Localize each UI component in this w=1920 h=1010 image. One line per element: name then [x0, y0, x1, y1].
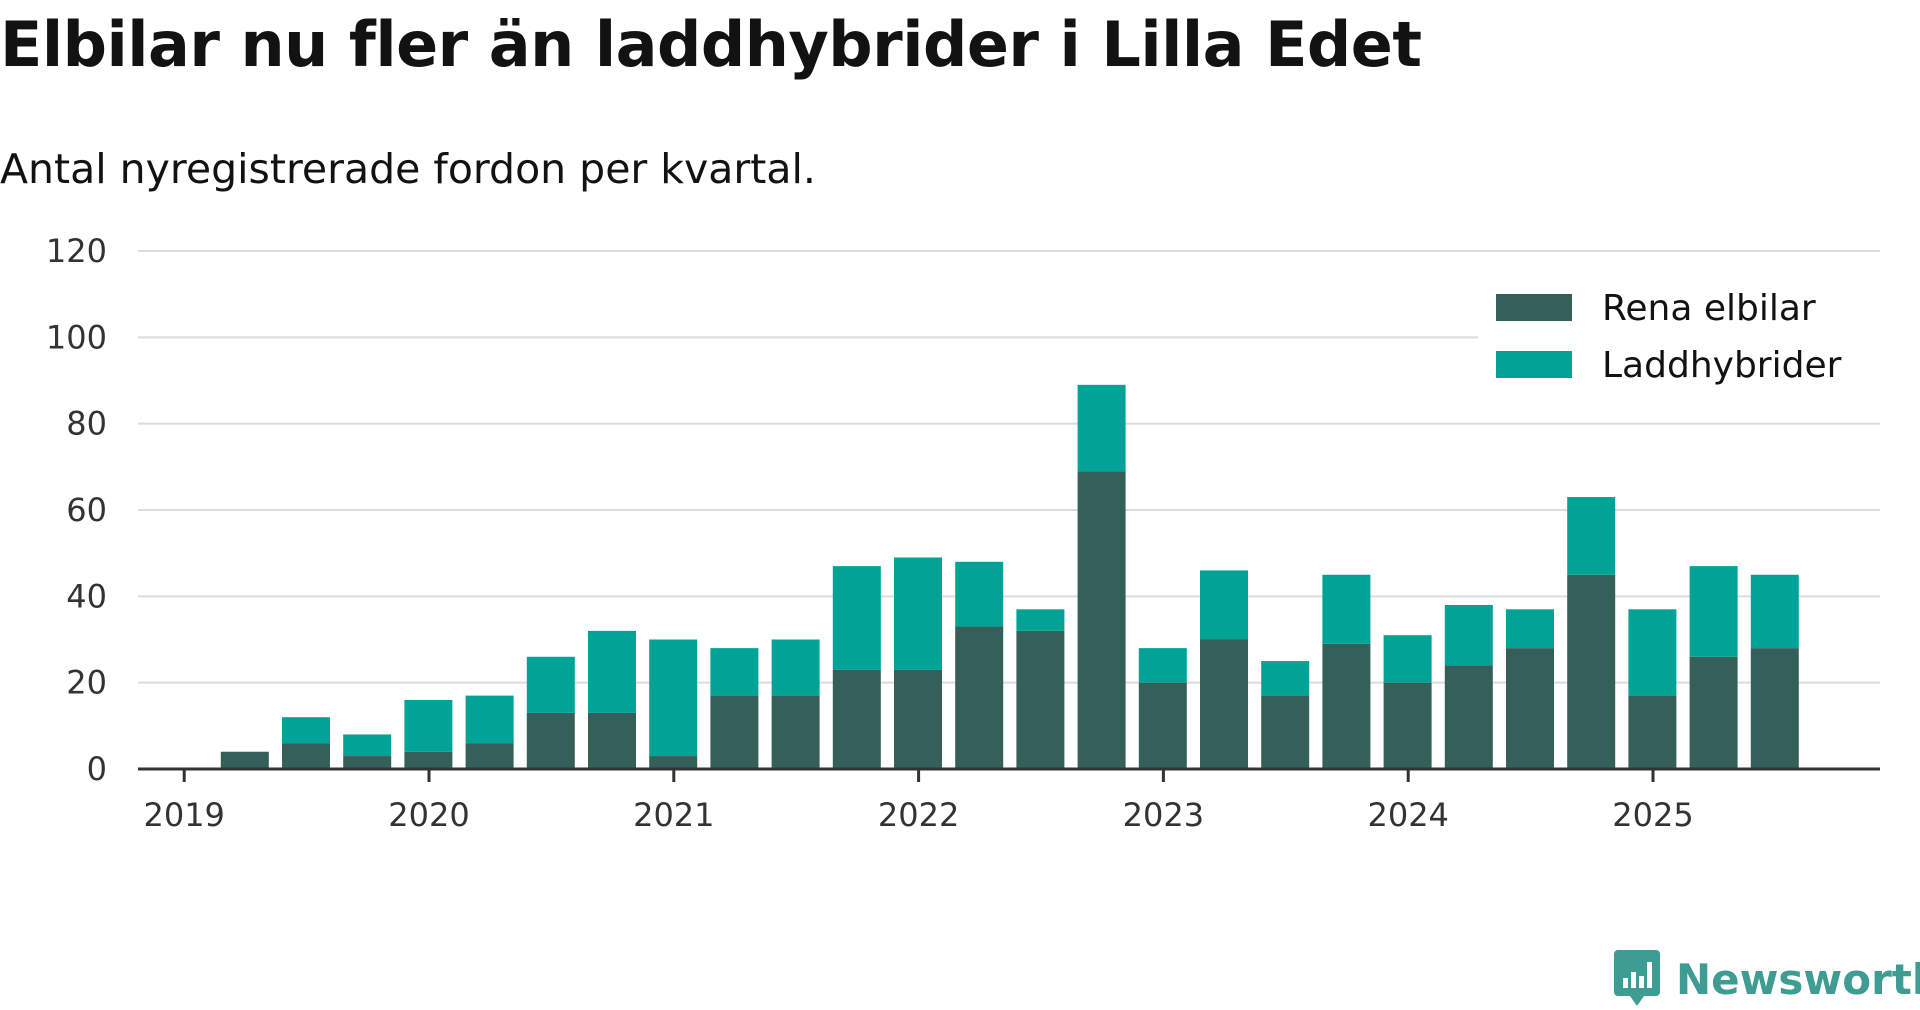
bar-elbilar — [1016, 630, 1065, 769]
y-tick-label: 80 — [66, 405, 107, 443]
y-axis-ticks: 0 20 40 60 80 100 120 — [46, 232, 107, 788]
bar-elbilar — [588, 712, 636, 769]
bar-laddhybrider — [465, 695, 514, 744]
legend: Rena elbilar Laddhybrider — [1478, 282, 1883, 394]
bar-laddhybrider — [1261, 661, 1310, 696]
bar-elbilar — [649, 756, 698, 769]
bar-elbilar — [955, 626, 1004, 769]
legend-label-laddhybrider: Laddhybrider — [1602, 345, 1842, 386]
bar-elbilar — [710, 695, 759, 769]
bar-elbilar — [343, 756, 392, 769]
bar-elbilar — [220, 751, 269, 769]
y-tick-label: 120 — [46, 232, 107, 270]
y-tick-label: 20 — [66, 664, 107, 702]
stacked-bar-chart: 0 20 40 60 80 100 120 2019 2020 2021 2022 2023 2024… — [45, 232, 1883, 834]
bar-laddhybrider — [588, 630, 636, 713]
bar-elbilar — [1077, 471, 1126, 769]
bar-laddhybrider — [832, 566, 881, 670]
bar-elbilar — [282, 743, 330, 769]
x-tick-label: 2022 — [878, 796, 959, 834]
bar-laddhybrider — [1016, 609, 1065, 631]
bar-elbilar — [771, 695, 820, 769]
x-tick-label: 2023 — [1123, 796, 1204, 834]
bars — [220, 384, 1799, 769]
y-tick-label: 100 — [46, 318, 107, 356]
bar-laddhybrider — [1689, 566, 1738, 657]
brand-logo: Newsworthy — [1612, 948, 1920, 1010]
x-tick-label: 2019 — [143, 796, 224, 834]
legend-swatch-elbilar — [1496, 294, 1572, 321]
bar-elbilar — [1750, 648, 1799, 769]
bar-elbilar — [1322, 643, 1371, 769]
chart-subtitle: Antal nyregistrerade fordon per kvartal. — [0, 145, 816, 193]
x-tick-label: 2024 — [1367, 796, 1448, 834]
brand-name: Newsworthy — [1676, 954, 1920, 1004]
x-tick-label: 2025 — [1612, 796, 1693, 834]
bar-laddhybrider — [1322, 574, 1371, 644]
bar-elbilar — [1689, 656, 1738, 769]
bar-elbilar — [894, 669, 942, 769]
x-tick-label: 2020 — [388, 796, 469, 834]
bar-laddhybrider — [1200, 570, 1248, 640]
bar-elbilar — [1444, 665, 1493, 769]
bar-laddhybrider — [1628, 609, 1677, 696]
bar-laddhybrider — [710, 648, 759, 696]
bar-elbilar — [1200, 639, 1248, 769]
bar-elbilar — [1567, 574, 1616, 769]
chart-title: Elbilar nu fler än laddhybrider i Lilla … — [0, 8, 1422, 81]
bar-elbilar — [404, 751, 453, 769]
bar-elbilar — [526, 712, 575, 769]
legend-swatch-laddhybrider — [1496, 351, 1572, 378]
bar-elbilar — [1506, 648, 1554, 769]
bar-laddhybrider — [404, 699, 453, 752]
x-axis: 2019 2020 2021 2022 2023 2024 2025 — [138, 767, 1880, 834]
bar-laddhybrider — [1750, 574, 1799, 649]
bar-laddhybrider — [1138, 648, 1187, 683]
bar-elbilar — [1628, 695, 1677, 769]
bar-laddhybrider — [1506, 609, 1554, 649]
y-tick-label: 0 — [87, 750, 107, 788]
bar-laddhybrider — [282, 717, 330, 744]
bar-elbilar — [1383, 682, 1432, 769]
bar-laddhybrider — [649, 639, 698, 757]
bar-elbilar — [465, 743, 514, 769]
bar-elbilar — [1138, 682, 1187, 769]
bar-elbilar — [1261, 695, 1310, 769]
x-tick-label: 2021 — [633, 796, 714, 834]
y-tick-label: 60 — [66, 491, 107, 529]
bar-elbilar — [832, 669, 881, 769]
bar-laddhybrider — [343, 734, 392, 757]
newsworthy-logo-icon — [1614, 950, 1660, 1006]
bar-laddhybrider — [894, 557, 942, 670]
bar-laddhybrider — [526, 656, 575, 713]
bar-laddhybrider — [955, 561, 1004, 627]
legend-label-elbilar: Rena elbilar — [1602, 288, 1816, 329]
bar-laddhybrider — [1444, 604, 1493, 666]
bar-laddhybrider — [1383, 635, 1432, 683]
bar-laddhybrider — [771, 639, 820, 696]
y-tick-label: 40 — [66, 577, 107, 615]
bar-laddhybrider — [1077, 384, 1126, 472]
bar-laddhybrider — [1567, 497, 1616, 575]
